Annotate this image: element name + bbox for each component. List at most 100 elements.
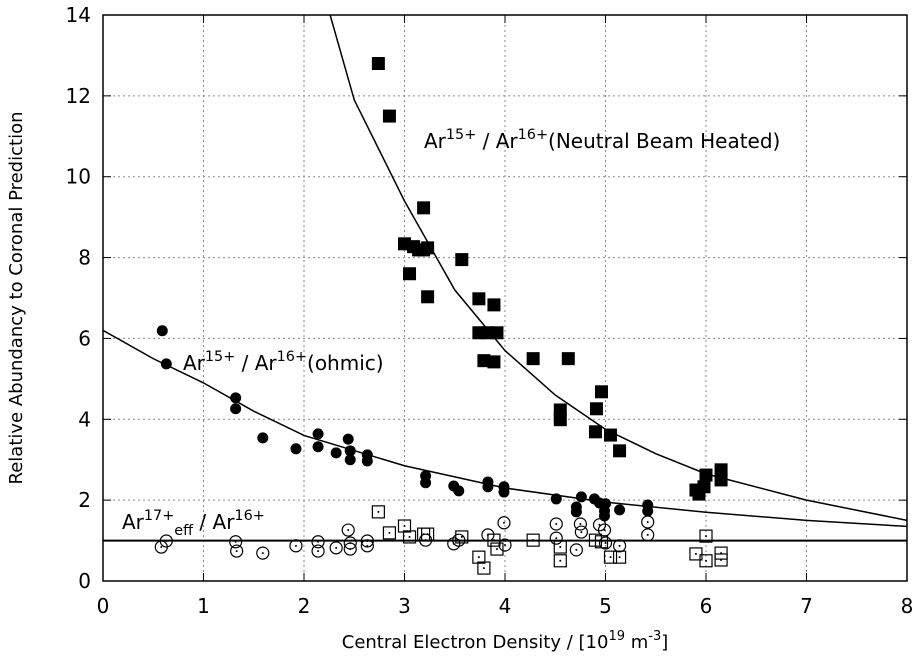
point bbox=[699, 529, 713, 543]
text-part: 15+ bbox=[205, 349, 235, 365]
point bbox=[472, 550, 486, 564]
point bbox=[549, 531, 563, 545]
point-dot bbox=[579, 522, 582, 525]
point bbox=[341, 523, 355, 537]
point-ring bbox=[329, 541, 343, 555]
text-part: 16+ bbox=[234, 508, 264, 524]
point bbox=[455, 530, 469, 544]
y-tick-label: 8 bbox=[78, 246, 91, 270]
text-part: 16+ bbox=[277, 349, 307, 365]
y-tick-label: 4 bbox=[78, 407, 91, 431]
point bbox=[553, 413, 567, 427]
fit-line bbox=[103, 329, 907, 528]
annotation: Ar15+ / Ar16+(Neutral Beam Heated) bbox=[424, 127, 780, 153]
point bbox=[561, 352, 575, 366]
point-ring bbox=[573, 517, 587, 531]
point-ring bbox=[641, 515, 655, 529]
point bbox=[256, 546, 270, 560]
y-tick-label: 12 bbox=[66, 84, 91, 108]
point bbox=[421, 241, 435, 255]
point-dot bbox=[377, 510, 380, 513]
point bbox=[230, 403, 242, 415]
annotation: Ar15+ / Ar16+(ohmic) bbox=[183, 349, 384, 375]
point bbox=[498, 486, 510, 498]
point-dot bbox=[646, 520, 649, 523]
point bbox=[343, 542, 357, 556]
point-dot bbox=[580, 531, 583, 534]
point bbox=[592, 518, 607, 532]
y-tick-label: 6 bbox=[78, 326, 91, 350]
point bbox=[382, 109, 396, 123]
point bbox=[612, 539, 627, 553]
point bbox=[403, 267, 417, 281]
point-box bbox=[371, 505, 385, 519]
point bbox=[397, 519, 412, 533]
point-dot bbox=[495, 548, 498, 551]
x-tick-label: 5 bbox=[599, 594, 612, 618]
x-tick-label: 0 bbox=[97, 594, 110, 618]
point bbox=[569, 543, 583, 557]
point bbox=[311, 535, 325, 549]
point bbox=[612, 550, 627, 564]
point-dot bbox=[559, 546, 562, 549]
point-box bbox=[382, 526, 397, 540]
text-part: Ar bbox=[424, 129, 447, 153]
plot-frame bbox=[102, 14, 908, 582]
point-box bbox=[472, 550, 486, 564]
text-part: / Ar bbox=[235, 351, 277, 375]
point bbox=[613, 444, 627, 458]
point bbox=[156, 325, 168, 337]
annotation: Ar17+eff / Ar16+ bbox=[122, 508, 265, 539]
text-part: 16+ bbox=[518, 127, 548, 143]
point-dot bbox=[575, 548, 578, 551]
point-dot bbox=[426, 533, 429, 536]
text-part: (Neutral Beam Heated) bbox=[548, 129, 780, 153]
point bbox=[477, 561, 491, 575]
point bbox=[570, 506, 582, 518]
point-dot bbox=[604, 541, 607, 544]
text-part: / Ar bbox=[476, 129, 518, 153]
point-ring bbox=[592, 518, 607, 532]
point-dot bbox=[235, 550, 238, 553]
point bbox=[453, 485, 465, 497]
y-tick-label: 10 bbox=[66, 165, 91, 189]
point-box bbox=[689, 547, 703, 561]
point bbox=[526, 352, 540, 366]
x-tick-label: 4 bbox=[499, 594, 512, 618]
point bbox=[549, 517, 563, 531]
point bbox=[714, 463, 728, 477]
point bbox=[699, 554, 713, 568]
point-dot bbox=[555, 522, 558, 525]
point bbox=[480, 326, 494, 340]
point-ring bbox=[497, 516, 511, 530]
point-dot bbox=[388, 531, 391, 534]
point-box bbox=[490, 542, 504, 556]
point bbox=[588, 425, 602, 439]
point-box bbox=[714, 553, 728, 567]
point-dot bbox=[317, 550, 320, 553]
fit-line bbox=[329, 15, 907, 522]
point bbox=[573, 517, 587, 531]
point-dot bbox=[482, 567, 485, 570]
point-dot bbox=[403, 525, 406, 528]
x-axis-label-part: 19 bbox=[608, 629, 625, 644]
point-ring bbox=[230, 544, 244, 558]
point-ring bbox=[229, 535, 243, 549]
point-box bbox=[455, 530, 469, 544]
point-ring bbox=[574, 525, 588, 539]
point-box bbox=[594, 535, 609, 549]
point bbox=[641, 528, 655, 542]
point-box bbox=[477, 561, 491, 575]
point-dot bbox=[261, 552, 264, 555]
point bbox=[311, 544, 325, 558]
point bbox=[598, 536, 613, 550]
point-ring bbox=[598, 536, 613, 550]
point bbox=[641, 515, 655, 529]
point bbox=[230, 544, 244, 558]
point bbox=[714, 473, 728, 487]
point-ring bbox=[343, 542, 357, 556]
point-dot bbox=[160, 546, 163, 549]
point bbox=[361, 455, 373, 467]
